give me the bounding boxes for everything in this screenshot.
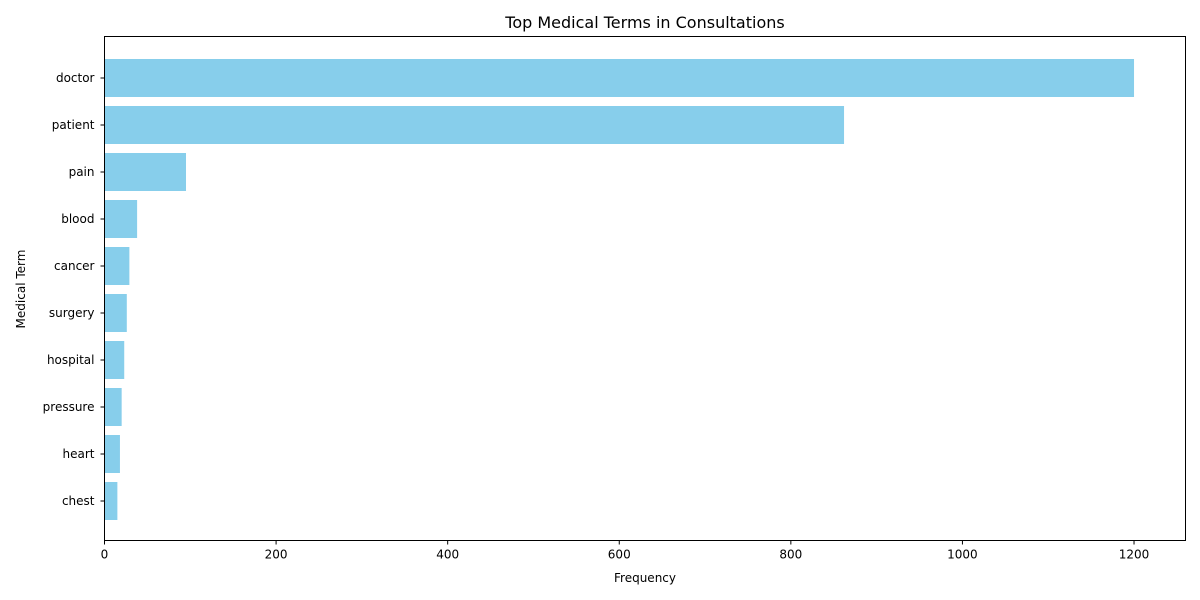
y-tick-label: heart (63, 447, 95, 461)
x-tick-label: 400 (436, 548, 459, 562)
bar-heart (104, 435, 120, 473)
plot-frame (104, 36, 1186, 541)
bar-cancer (104, 247, 130, 285)
y-tick-label: doctor (56, 71, 95, 85)
x-axis-label: Frequency (614, 571, 676, 585)
x-tick-label: 1000 (947, 548, 978, 562)
bar-pain (104, 153, 187, 191)
y-axis-ticks: doctor patient pain blood cancer surgery hospi… (43, 71, 105, 508)
bars-group (104, 59, 1135, 520)
y-tick-label: blood (61, 212, 94, 226)
y-tick-label: pain (69, 165, 95, 179)
y-tick-label: hospital (47, 353, 95, 367)
y-tick-label: patient (52, 118, 95, 132)
bar-hospital (104, 341, 125, 379)
x-tick-label: 0 (101, 548, 109, 562)
x-tick-label: 200 (265, 548, 288, 562)
x-tick-label: 800 (779, 548, 802, 562)
x-tick-label: 1200 (1119, 548, 1150, 562)
x-tick-label: 600 (608, 548, 631, 562)
y-tick-label: pressure (43, 400, 95, 414)
chart-title: Top Medical Terms in Consultations (504, 13, 784, 32)
y-tick-label: surgery (49, 306, 95, 320)
x-axis-ticks: 0 200 400 600 800 1000 1200 (101, 540, 1150, 562)
bar-doctor (104, 59, 1135, 97)
bar-surgery (104, 294, 127, 332)
y-tick-label: chest (62, 494, 95, 508)
bar-patient (104, 106, 845, 144)
bar-blood (104, 200, 138, 238)
y-tick-label: cancer (54, 259, 95, 273)
y-axis-label: Medical Term (14, 250, 28, 329)
bar-pressure (104, 388, 122, 426)
bar-chest (104, 482, 118, 520)
